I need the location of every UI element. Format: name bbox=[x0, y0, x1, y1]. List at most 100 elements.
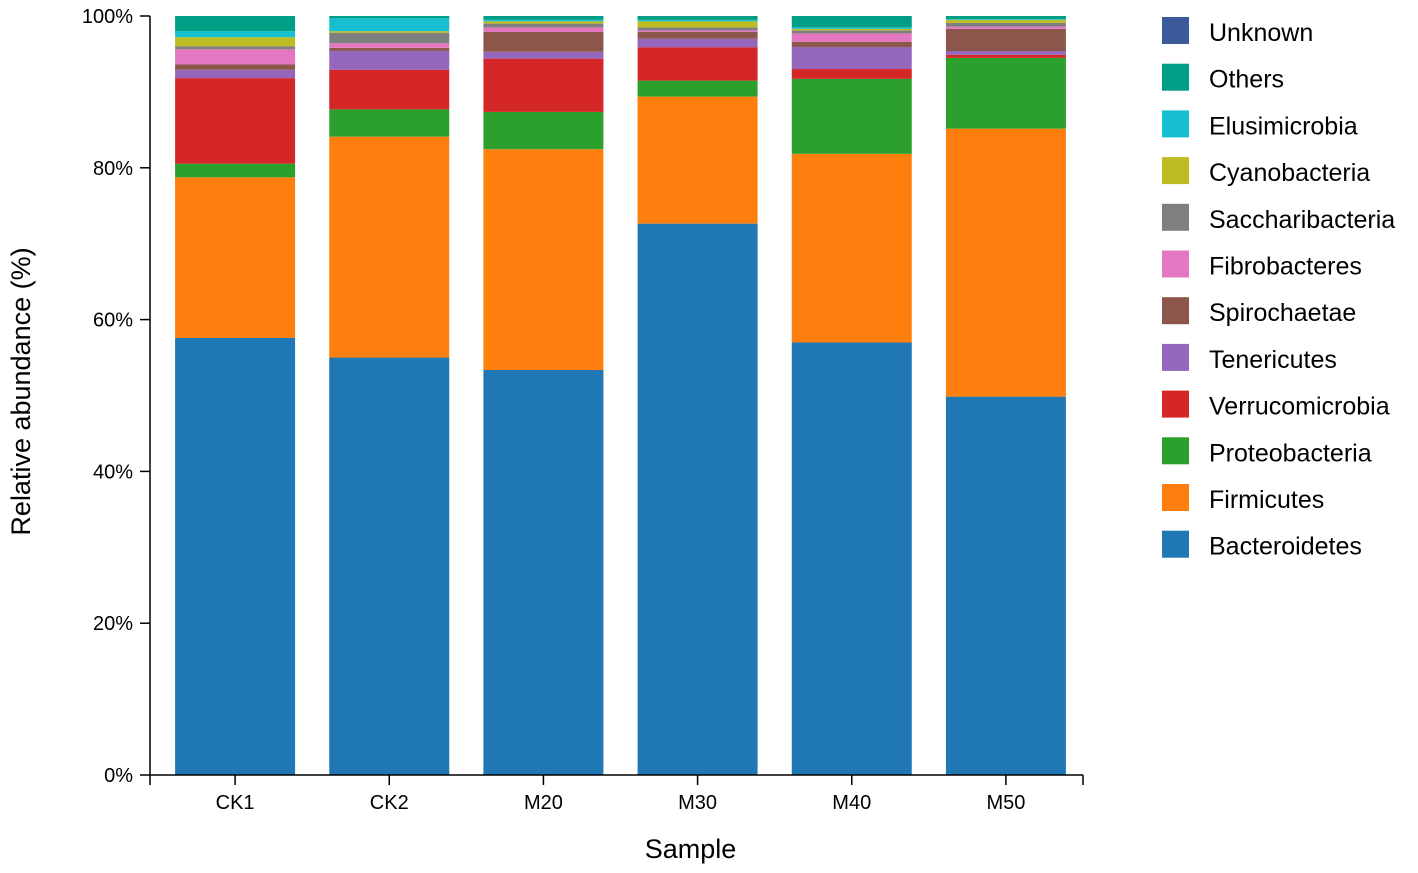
legend-swatch-bacteroidetes bbox=[1162, 530, 1189, 558]
bar-segment-m50-firmicutes bbox=[945, 128, 1066, 397]
bar-segment-ck1-fibrobacteres bbox=[175, 49, 296, 65]
bar-segment-ck1-proteobacteria bbox=[175, 163, 296, 178]
bar-segment-m30-proteobacteria bbox=[637, 80, 758, 97]
legend-item-spirochaetae: Spirochaetae bbox=[1162, 297, 1356, 327]
bar-segment-ck1-spirochaetae bbox=[175, 64, 296, 70]
y-tick-label-80: 80% bbox=[93, 158, 133, 180]
bar-segment-ck2-proteobacteria bbox=[329, 109, 450, 137]
x-axis-title: Sample bbox=[645, 834, 737, 864]
legend-swatch-cyanobacteria bbox=[1162, 157, 1189, 185]
y-axis-title: Relative abundance (%) bbox=[6, 247, 36, 535]
bar-group-ck2 bbox=[329, 16, 450, 775]
bar-segment-m30-firmicutes bbox=[637, 96, 758, 224]
bar-segment-m50-fibrobacteres bbox=[945, 26, 1066, 29]
legend-item-verrucomicrobia: Verrucomicrobia bbox=[1162, 390, 1390, 421]
bar-group-ck1 bbox=[175, 16, 296, 775]
x-tick-label-ck1: CK1 bbox=[216, 792, 255, 814]
bar-segment-ck2-cyanobacteria bbox=[329, 31, 450, 33]
bar-segment-ck2-verrucomicrobia bbox=[329, 69, 450, 110]
legend-label-saccharibacteria: Saccharibacteria bbox=[1209, 206, 1395, 234]
bar-segment-m40-bacteroidetes bbox=[791, 342, 912, 775]
x-tick-label-ck2: CK2 bbox=[370, 792, 409, 814]
bar-segment-m20-proteobacteria bbox=[483, 111, 604, 150]
legend-label-verrucomicrobia: Verrucomicrobia bbox=[1209, 393, 1390, 421]
x-tick-label-m50: M50 bbox=[986, 792, 1025, 814]
bar-segment-m20-saccharibacteria bbox=[483, 23, 604, 28]
y-tick-label-60: 60% bbox=[93, 310, 133, 332]
bar-segment-m40-elusimicrobia bbox=[791, 27, 912, 29]
bar-segment-m40-cyanobacteria bbox=[791, 28, 912, 31]
legend-swatch-saccharibacteria bbox=[1162, 203, 1189, 231]
bar-segment-m50-verrucomicrobia bbox=[945, 54, 1066, 58]
legend-item-elusimicrobia: Elusimicrobia bbox=[1162, 110, 1358, 140]
x-tick-label-m30: M30 bbox=[678, 792, 717, 814]
legend-label-elusimicrobia: Elusimicrobia bbox=[1209, 112, 1358, 140]
bar-segment-m20-tenericutes bbox=[483, 51, 604, 59]
legend-swatch-unknown bbox=[1162, 17, 1189, 44]
legend-label-others: Others bbox=[1209, 66, 1284, 94]
bar-segment-ck1-verrucomicrobia bbox=[175, 78, 296, 164]
legend-label-spirochaetae: Spirochaetae bbox=[1209, 299, 1356, 327]
bar-segment-m20-firmicutes bbox=[483, 149, 604, 370]
bar-segment-ck2-elusimicrobia bbox=[329, 18, 450, 32]
legend-swatch-proteobacteria bbox=[1162, 437, 1189, 465]
bar-segment-m40-proteobacteria bbox=[791, 78, 912, 154]
bar-segment-m30-fibrobacteres bbox=[637, 30, 758, 32]
legend-label-proteobacteria: Proteobacteria bbox=[1209, 439, 1372, 467]
bar-segment-m40-tenericutes bbox=[791, 47, 912, 70]
legend-item-cyanobacteria: Cyanobacteria bbox=[1162, 157, 1370, 187]
bar-segment-ck2-firmicutes bbox=[329, 136, 450, 358]
bar-segment-ck2-spirochaetae bbox=[329, 47, 450, 51]
legend-label-fibrobacteres: Fibrobacteres bbox=[1209, 253, 1362, 281]
bar-segment-ck2-bacteroidetes bbox=[329, 357, 450, 775]
legend-label-firmicutes: Firmicutes bbox=[1209, 486, 1324, 514]
legend-swatch-elusimicrobia bbox=[1162, 110, 1189, 138]
bar-segment-ck1-others bbox=[175, 16, 296, 32]
legend-swatch-others bbox=[1162, 63, 1189, 91]
bar-segment-m30-elusimicrobia bbox=[637, 19, 758, 22]
bar-segment-m50-bacteroidetes bbox=[945, 396, 1066, 775]
bar-segment-ck2-others bbox=[329, 16, 450, 19]
bar-segment-ck1-tenericutes bbox=[175, 69, 296, 79]
axes-layer: 0% 20% 40% 60% 80% 100% CK1 CK2 M20 M30 M40 M50 bbox=[82, 6, 1084, 814]
bar-segment-m50-cyanobacteria bbox=[945, 19, 1066, 23]
bars-layer bbox=[175, 16, 1066, 775]
bar-segment-m30-others bbox=[637, 16, 758, 20]
bar-segment-m20-elusimicrobia bbox=[483, 19, 604, 22]
bar-segment-m30-bacteroidetes bbox=[637, 223, 758, 775]
bar-segment-ck1-saccharibacteria bbox=[175, 46, 296, 50]
bar-segment-m40-spirochaetae bbox=[791, 41, 912, 48]
bar-segment-m50-others bbox=[945, 16, 1066, 20]
legend-swatch-tenericutes bbox=[1162, 343, 1189, 371]
legend-label-cyanobacteria: Cyanobacteria bbox=[1209, 159, 1370, 187]
bar-segment-m30-verrucomicrobia bbox=[637, 47, 758, 81]
legend-label-unknown: Unknown bbox=[1209, 19, 1313, 47]
bar-segment-ck1-firmicutes bbox=[175, 177, 296, 338]
legend: Unknown Others Elusimicrobia Cyanobacteria S… bbox=[1162, 17, 1395, 561]
bar-segment-ck1-cyanobacteria bbox=[175, 37, 296, 47]
bar-segment-ck2-saccharibacteria bbox=[329, 32, 450, 44]
bar-segment-m40-fibrobacteres bbox=[791, 33, 912, 42]
legend-item-proteobacteria: Proteobacteria bbox=[1162, 437, 1372, 467]
legend-swatch-fibrobacteres bbox=[1162, 250, 1189, 278]
legend-label-bacteroidetes: Bacteroidetes bbox=[1209, 533, 1362, 561]
y-tick-label-40: 40% bbox=[93, 461, 133, 483]
bar-segment-m30-saccharibacteria bbox=[637, 27, 758, 31]
bar-segment-m40-firmicutes bbox=[791, 153, 912, 343]
bar-segment-m20-fibrobacteres bbox=[483, 27, 604, 32]
x-tick-label-m40: M40 bbox=[832, 792, 871, 814]
x-tick-label-m20: M20 bbox=[524, 792, 563, 814]
bar-segment-m20-others bbox=[483, 16, 604, 20]
bar-segment-m50-tenericutes bbox=[945, 51, 1066, 55]
legend-item-others: Others bbox=[1162, 63, 1284, 94]
y-tick-label-0: 0% bbox=[104, 765, 133, 787]
legend-swatch-firmicutes bbox=[1162, 484, 1189, 511]
bar-segment-m20-bacteroidetes bbox=[483, 370, 604, 775]
bar-segment-m50-elusimicrobia bbox=[945, 19, 1066, 20]
bar-segment-m50-proteobacteria bbox=[945, 57, 1066, 129]
bar-segment-ck1-bacteroidetes bbox=[175, 337, 296, 775]
bar-segment-m40-saccharibacteria bbox=[791, 30, 912, 34]
legend-label-tenericutes: Tenericutes bbox=[1209, 346, 1337, 374]
legend-item-fibrobacteres: Fibrobacteres bbox=[1162, 250, 1362, 281]
y-tick-label-20: 20% bbox=[93, 613, 133, 635]
